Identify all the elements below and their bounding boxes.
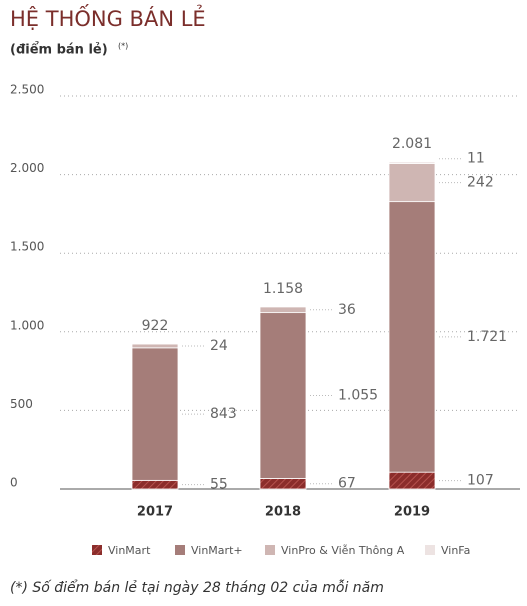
subtitle: (điểm bán lẻ)	[10, 42, 108, 58]
data-label: 24	[210, 338, 228, 354]
x-tick-label: 2019	[394, 505, 430, 520]
chart-title: HỆ THỐNG BÁN LẺ	[10, 3, 206, 31]
data-label: 1.055	[338, 388, 378, 404]
footnote: (*) Số điểm bán lẻ tại ngày 28 tháng 02 …	[10, 579, 384, 596]
data-label: 1.721	[467, 329, 507, 345]
legend-swatch	[92, 545, 102, 555]
bar-segment	[388, 163, 436, 203]
data-label: 107	[467, 473, 494, 489]
total-label: 922	[142, 318, 169, 334]
data-label: 242	[467, 175, 494, 191]
y-tick-label: 500	[10, 397, 33, 411]
bar-segment	[388, 471, 436, 490]
total-label: 1.158	[263, 281, 303, 297]
x-tick-label: 2018	[265, 505, 301, 520]
bar-segment	[131, 479, 179, 490]
y-tick-label: 0	[10, 476, 18, 490]
bar-segment	[131, 347, 179, 481]
legend-swatch	[265, 545, 275, 555]
legend-swatch	[175, 545, 185, 555]
y-tick-label: 1.500	[10, 240, 44, 254]
y-tick-label: 1.000	[10, 318, 44, 332]
bar-segment	[259, 312, 307, 479]
data-label: 36	[338, 302, 356, 318]
data-label: 55	[210, 477, 228, 493]
data-label: 67	[338, 476, 356, 492]
subtitle-note: (*)	[118, 42, 128, 51]
bar-segment	[131, 343, 179, 349]
legend-swatch	[425, 545, 435, 555]
bar-segment	[388, 201, 436, 473]
data-label: 11	[467, 151, 485, 167]
legend-label: VinMart	[108, 544, 151, 557]
total-label: 2.081	[392, 136, 432, 152]
data-label: 843	[210, 406, 237, 422]
bar-segment	[388, 161, 436, 164]
legend-label: VinFa	[441, 544, 470, 557]
bar-segment	[259, 306, 307, 314]
legend-label: VinPro & Viễn Thông A	[281, 544, 405, 557]
bar-segment	[259, 478, 307, 490]
y-tick-label: 2.500	[10, 83, 44, 97]
legend-label: VinMart+	[191, 544, 243, 557]
y-tick-label: 2.000	[10, 161, 44, 175]
x-tick-label: 2017	[137, 505, 173, 520]
